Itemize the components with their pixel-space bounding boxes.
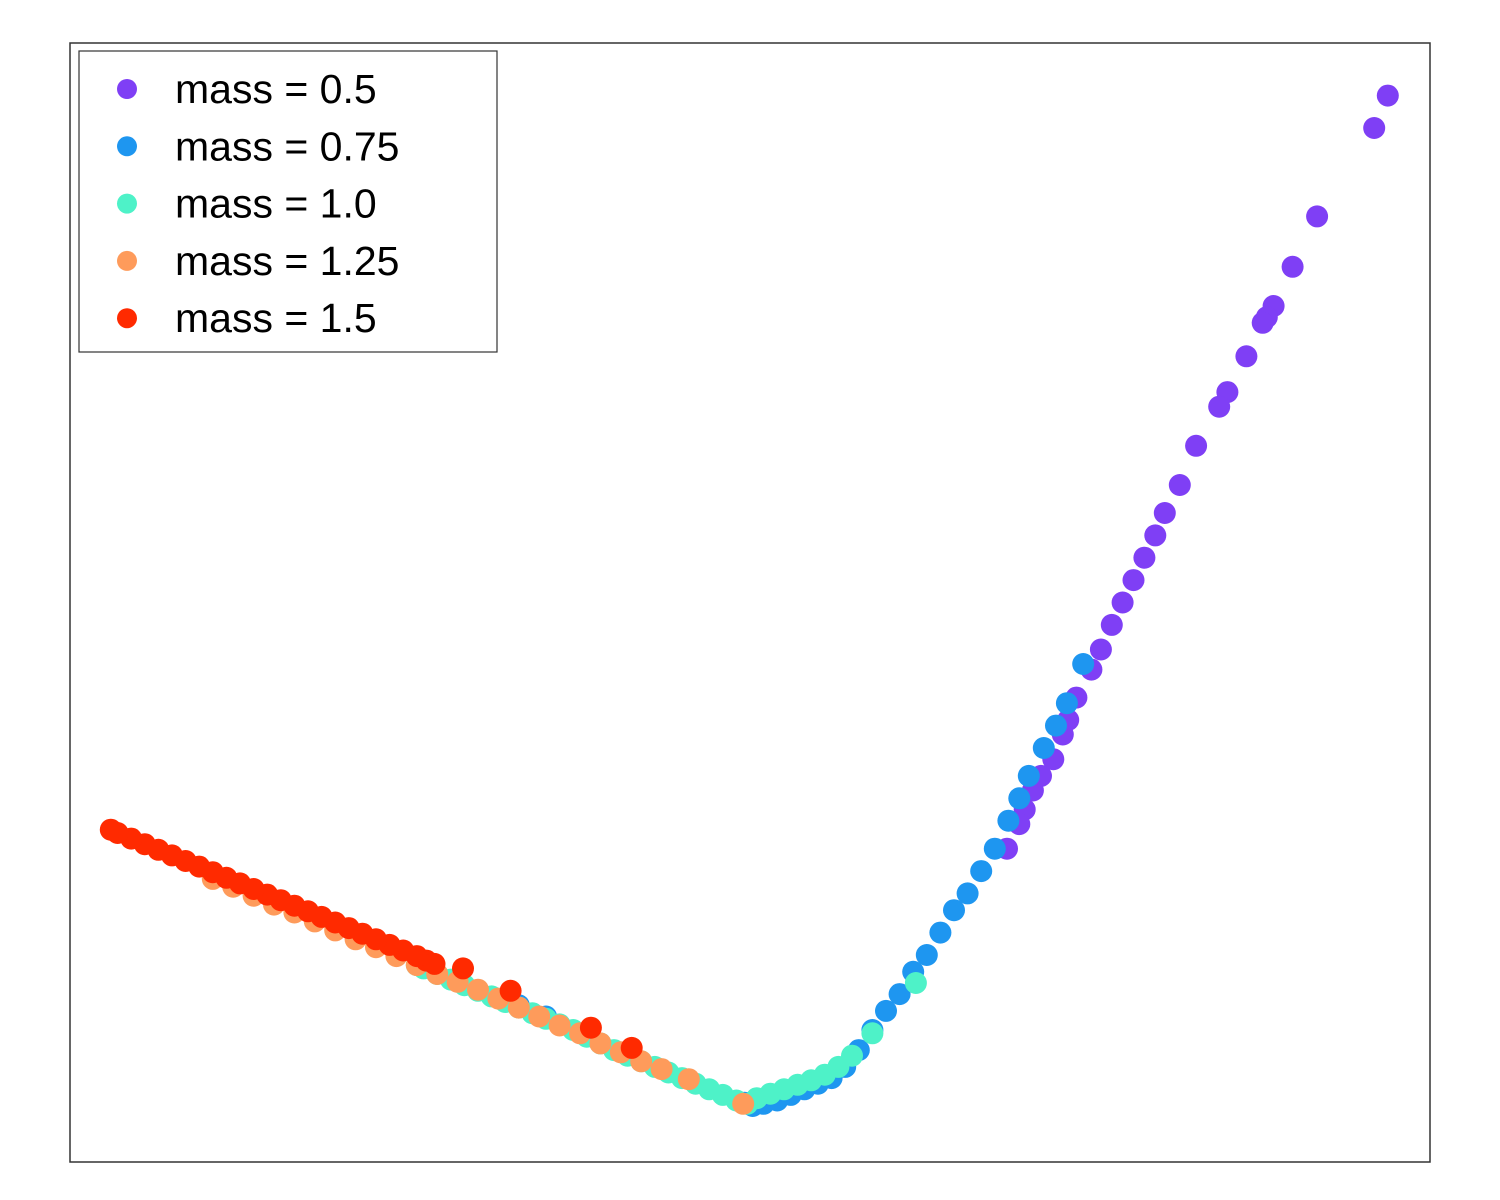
data-point xyxy=(1281,255,1304,278)
data-point xyxy=(1306,205,1329,228)
data-point xyxy=(1208,395,1231,418)
data-point xyxy=(1072,653,1095,675)
legend-marker xyxy=(117,250,137,271)
legend-marker xyxy=(117,79,137,99)
legend: mass = 0.5 mass = 0.75 mass = 1.0 mass = 1.… xyxy=(78,50,498,353)
data-point xyxy=(732,1092,755,1115)
data-point xyxy=(499,979,522,1002)
legend-marker xyxy=(117,193,137,214)
data-point xyxy=(579,1016,602,1039)
data-point xyxy=(1133,546,1156,569)
data-point xyxy=(1363,117,1386,139)
data-point xyxy=(1045,714,1067,737)
data-point xyxy=(1017,764,1040,787)
legend-label: mass = 1.0 xyxy=(175,181,377,227)
legend-label: mass = 0.5 xyxy=(175,66,377,112)
legend-label: mass = 1.5 xyxy=(175,295,377,341)
data-point xyxy=(99,818,122,841)
legend-label: mass = 1.25 xyxy=(175,238,399,284)
data-point xyxy=(915,944,938,966)
series-2 xyxy=(405,954,927,1115)
data-point xyxy=(1100,613,1123,636)
data-point xyxy=(875,999,897,1022)
series-4 xyxy=(99,818,643,1059)
data-point xyxy=(452,957,474,980)
data-point xyxy=(1055,692,1078,715)
legend-items: mass = 0.5 mass = 0.75 mass = 1.0 mass = 1.… xyxy=(117,66,399,341)
data-point xyxy=(1251,311,1274,334)
series-0 xyxy=(996,84,1399,860)
data-point xyxy=(1376,84,1399,107)
data-point xyxy=(904,972,927,994)
data-point xyxy=(1111,591,1134,614)
data-point xyxy=(943,899,965,922)
data-point xyxy=(1089,638,1112,661)
data-point xyxy=(548,1014,571,1037)
data-point xyxy=(677,1068,700,1091)
data-point xyxy=(1235,345,1258,368)
data-point xyxy=(528,1005,551,1028)
data-point xyxy=(1144,524,1167,547)
data-point xyxy=(467,978,489,1001)
data-point xyxy=(1153,502,1176,524)
plot-frame xyxy=(69,42,1431,1163)
data-point xyxy=(888,983,911,1006)
data-point xyxy=(1032,737,1055,759)
data-point xyxy=(1185,434,1208,457)
data-point xyxy=(1008,787,1031,810)
data-point xyxy=(650,1058,673,1081)
data-point xyxy=(983,837,1006,860)
points-layer xyxy=(99,84,1399,1117)
legend-marker xyxy=(117,308,137,329)
data-point xyxy=(1168,474,1191,496)
data-point xyxy=(956,882,979,905)
data-point xyxy=(423,952,446,975)
data-point xyxy=(970,860,993,883)
legend-box xyxy=(78,50,498,353)
data-point xyxy=(620,1036,643,1059)
legend-marker xyxy=(117,136,137,157)
legend-label: mass = 0.75 xyxy=(175,123,399,169)
data-point xyxy=(997,809,1020,832)
data-point xyxy=(861,1022,884,1045)
data-point xyxy=(1122,569,1145,592)
data-point xyxy=(929,921,952,944)
data-point xyxy=(507,996,530,1019)
